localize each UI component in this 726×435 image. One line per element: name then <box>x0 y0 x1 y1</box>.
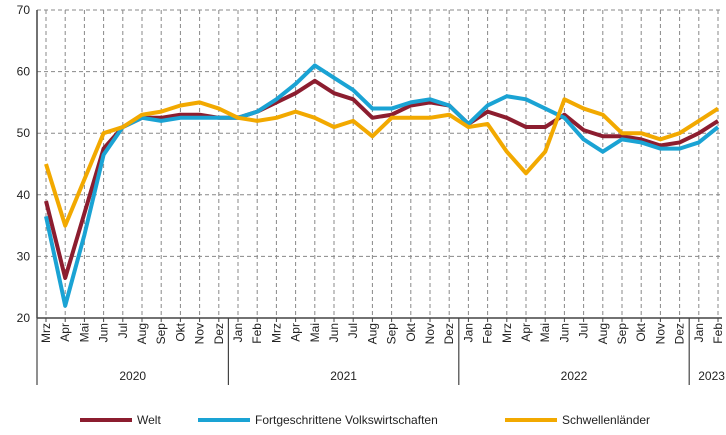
legend-label: Fortgeschrittene Volkswirtschaften <box>255 413 438 427</box>
x-tick-label: Apr <box>519 323 533 342</box>
year-label: 2021 <box>330 369 357 383</box>
y-tick-label: 30 <box>17 249 31 263</box>
x-tick-label: Jun <box>557 323 571 342</box>
y-tick-label: 70 <box>17 3 31 17</box>
x-tick-label: Jan <box>692 323 706 342</box>
y-tick-label: 60 <box>17 65 31 79</box>
x-tick-label: Okt <box>404 322 418 341</box>
legend-label: Welt <box>137 413 161 427</box>
year-label: 2023 <box>698 369 725 383</box>
x-tick-label: Feb <box>250 323 264 344</box>
x-tick-label: Nov <box>193 323 207 344</box>
x-tick-label: Jun <box>327 323 341 342</box>
x-tick-label: Nov <box>653 323 667 344</box>
x-tick-label: Nov <box>423 323 437 344</box>
x-tick-label: Dez <box>442 323 456 344</box>
x-tick-label: Mrz <box>39 323 53 343</box>
x-tick-label: Aug <box>596 323 610 344</box>
x-tick-label: Mrz <box>500 323 514 343</box>
x-tick-label: Jul <box>116 323 130 338</box>
x-tick-label: Jan <box>461 323 475 342</box>
x-tick-label: Jul <box>577 323 591 338</box>
x-tick-label: Aug <box>135 323 149 344</box>
x-tick-label: Sep <box>615 323 629 345</box>
x-tick-label: Jul <box>346 323 360 338</box>
x-tick-label: Okt <box>173 322 187 341</box>
series-line <box>44 63 720 308</box>
y-tick-label: 40 <box>17 188 31 202</box>
year-label: 2020 <box>119 369 146 383</box>
x-tick-label: Mai <box>77 323 91 342</box>
x-tick-label: Feb <box>711 323 725 344</box>
x-tick-label: Sep <box>385 323 399 345</box>
series-line <box>44 78 720 280</box>
x-tick-label: Mai <box>538 323 552 342</box>
x-tick-label: Mrz <box>269 323 283 343</box>
series-line <box>44 97 720 228</box>
y-tick-label: 50 <box>17 126 31 140</box>
x-tick-label: Jun <box>97 323 111 342</box>
x-tick-label: Dez <box>673 323 687 344</box>
x-tick-label: Mai <box>308 323 322 342</box>
x-tick-label: Feb <box>481 323 495 344</box>
x-tick-label: Aug <box>365 323 379 344</box>
legend-label: Schwellenländer <box>562 413 650 427</box>
x-tick-label: Okt <box>634 322 648 341</box>
x-tick-label: Apr <box>289 323 303 342</box>
year-label: 2022 <box>561 369 588 383</box>
y-tick-label: 20 <box>17 311 31 325</box>
x-tick-label: Sep <box>154 323 168 345</box>
x-tick-label: Dez <box>212 323 226 344</box>
x-tick-label: Apr <box>58 323 72 342</box>
x-tick-label: Jan <box>231 323 245 342</box>
